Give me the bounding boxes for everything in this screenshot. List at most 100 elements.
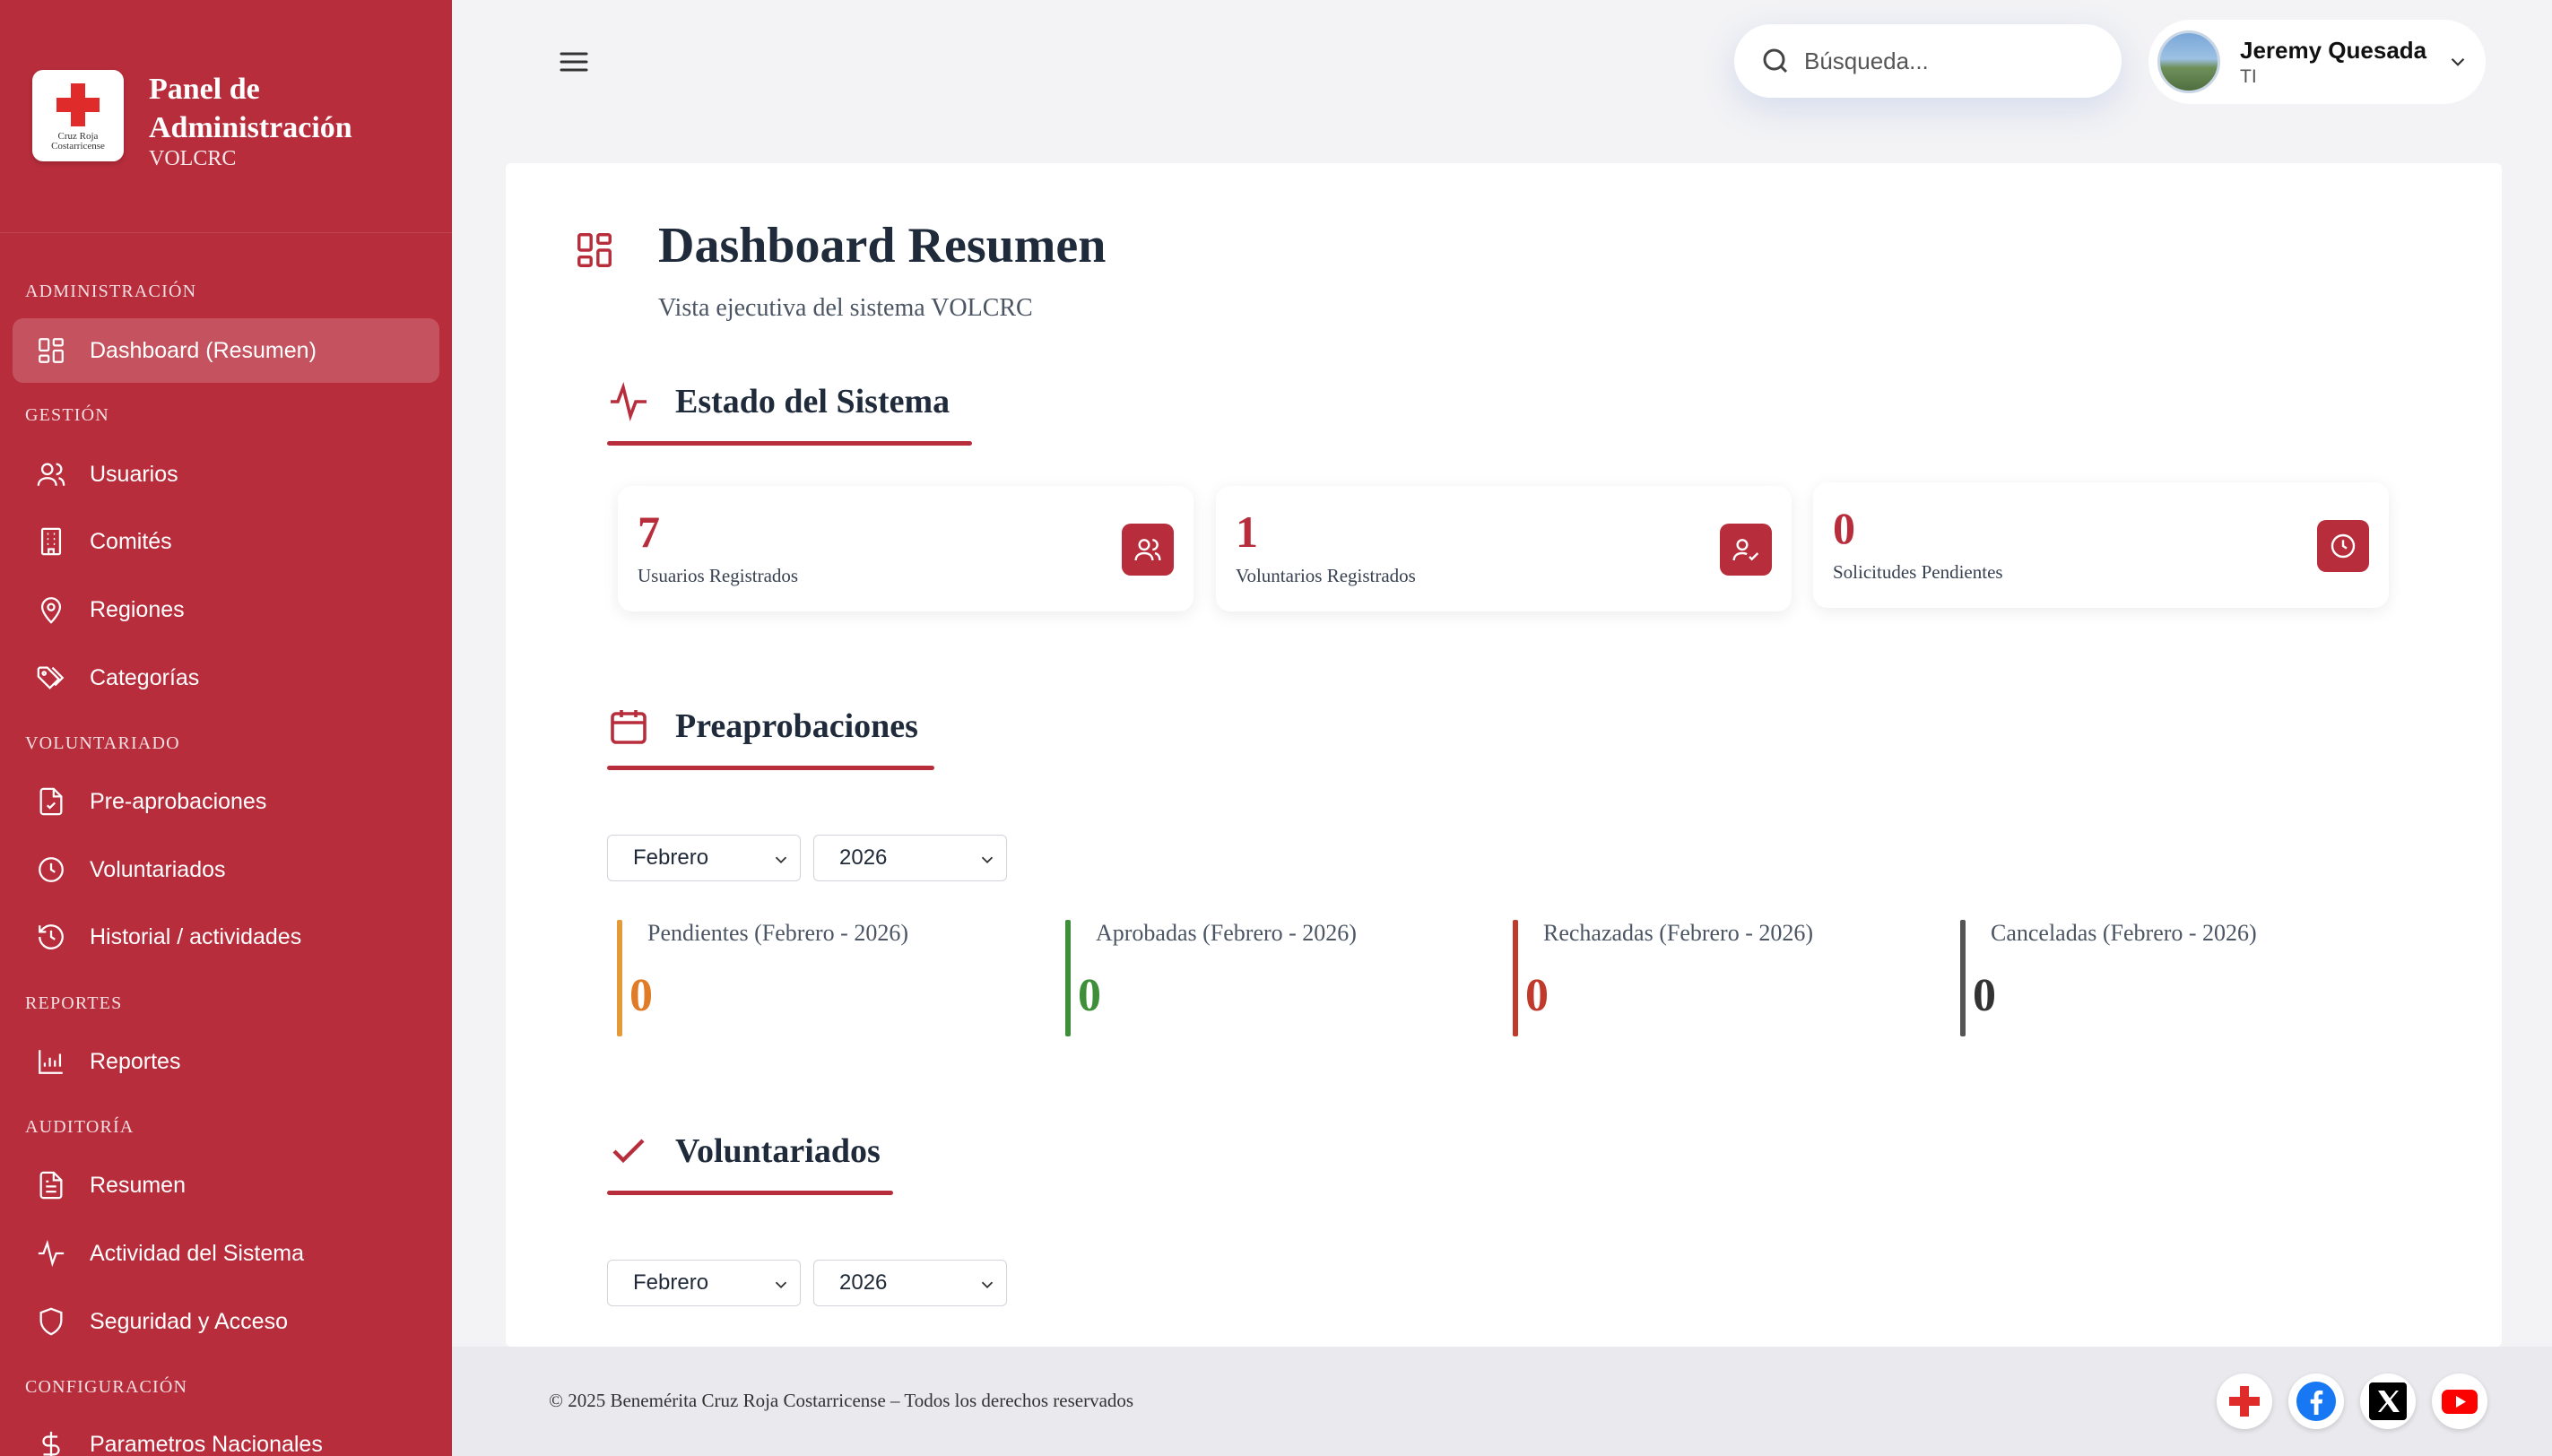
- page-title: Dashboard Resumen: [658, 218, 1107, 273]
- section-auditoria: Auditoría: [25, 1117, 135, 1137]
- avatar[interactable]: [2157, 30, 2220, 93]
- metric-value: 0: [1973, 970, 1996, 1021]
- calendar-icon: [611, 710, 647, 744]
- metric-label: Rechazadas (Febrero - 2026): [1543, 920, 1814, 946]
- stat-label: Usuarios Registrados: [638, 565, 799, 586]
- search-input[interactable]: [1804, 47, 2073, 75]
- brand-subtitle: VOLCRC: [149, 147, 237, 170]
- footer: © 2025 Benemérita Cruz Roja Costarricens…: [452, 1347, 2552, 1456]
- sidebar-item-label: Resumen: [90, 1172, 186, 1198]
- section-configuracion: Configuración: [25, 1377, 188, 1397]
- section-underline: [607, 766, 934, 770]
- map-pin-icon: [40, 597, 62, 624]
- metric-bar: [1960, 920, 1966, 1036]
- cruz-roja-link[interactable]: [2217, 1374, 2272, 1429]
- user-check-icon: [1732, 539, 1759, 561]
- metric-value: 0: [1525, 970, 1549, 1021]
- main-content: [506, 163, 2502, 1347]
- section-voluntariados-header: Voluntariados: [607, 1130, 881, 1173]
- cruz-roja-logo[interactable]: Cruz Roja Costarricense: [32, 70, 124, 161]
- brand-title-line2: Administración: [149, 111, 352, 144]
- chevron-down-icon: [981, 856, 994, 864]
- red-cross-icon: [56, 83, 100, 126]
- brand-title: Panel de Administración: [149, 70, 352, 147]
- sidebar-item-label: Dashboard (Resumen): [90, 337, 317, 363]
- sidebar-item-dashboard[interactable]: Dashboard (Resumen): [13, 318, 439, 383]
- section-administracion: Administración: [25, 282, 197, 301]
- youtube-icon: [2442, 1390, 2478, 1414]
- sidebar-item-actividad[interactable]: Actividad del Sistema: [13, 1221, 439, 1286]
- youtube-link[interactable]: [2432, 1374, 2487, 1429]
- footer-copyright: © 2025 Benemérita Cruz Roja Costarricens…: [549, 1390, 1134, 1411]
- section-estado-header: Estado del Sistema: [607, 380, 950, 423]
- section-title: Estado del Sistema: [675, 383, 950, 420]
- year-select[interactable]: 2026: [813, 835, 1007, 881]
- chevron-down-icon[interactable]: [2446, 50, 2470, 74]
- check-icon: [612, 1139, 645, 1164]
- chevron-down-icon: [981, 1281, 994, 1289]
- sidebar-item-label: Comités: [90, 528, 172, 554]
- stat-icon-box: [2317, 520, 2369, 572]
- month-select[interactable]: Febrero: [607, 1260, 801, 1306]
- stat-icon-box: [1122, 524, 1174, 576]
- metric-bar: [1513, 920, 1518, 1036]
- section-reportes: Reportes: [25, 993, 123, 1013]
- sidebar-item-resumen[interactable]: Resumen: [13, 1153, 439, 1218]
- sidebar-item-usuarios[interactable]: Usuarios: [13, 442, 439, 507]
- search-box[interactable]: [1734, 24, 2122, 98]
- metric-bar: [617, 920, 622, 1036]
- hamburger-menu-icon[interactable]: [556, 47, 592, 77]
- select-value: Febrero: [633, 845, 709, 870]
- grid-icon: [39, 338, 64, 363]
- sidebar-item-reportes[interactable]: Reportes: [13, 1029, 439, 1094]
- tags-icon: [37, 666, 65, 689]
- sidebar-item-parametros[interactable]: Parametros Nacionales: [13, 1412, 439, 1456]
- section-underline: [607, 441, 972, 446]
- metric-value: 0: [629, 970, 653, 1021]
- sidebar-item-label: Parametros Nacionales: [90, 1431, 323, 1456]
- section-title: Preaprobaciones: [675, 707, 918, 745]
- month-select[interactable]: Febrero: [607, 835, 801, 881]
- chevron-down-icon: [775, 1281, 787, 1289]
- sidebar-item-categorias[interactable]: Categorías: [13, 646, 439, 710]
- shield-icon: [39, 1307, 63, 1336]
- sidebar-item-label: Actividad del Sistema: [90, 1240, 305, 1266]
- stat-card-usuarios: 7 Usuarios Registrados: [618, 486, 1194, 611]
- sidebar-item-seguridad[interactable]: Seguridad y Acceso: [13, 1289, 439, 1354]
- sidebar-item-regiones[interactable]: Regiones: [13, 577, 439, 642]
- x-icon: [2369, 1382, 2407, 1420]
- sidebar-item-label: Voluntariados: [90, 856, 226, 882]
- x-twitter-link[interactable]: [2360, 1374, 2416, 1429]
- history-icon: [39, 924, 64, 949]
- logo-text: Cruz Roja Costarricense: [51, 132, 105, 152]
- user-name: Jeremy Quesada: [2240, 36, 2427, 64]
- sidebar-item-comites[interactable]: Comités: [13, 509, 439, 574]
- facebook-link[interactable]: [2288, 1374, 2344, 1429]
- user-role: TI: [2240, 65, 2257, 87]
- sidebar: Cruz Roja Costarricense Panel de Adminis…: [0, 0, 452, 1456]
- metric-label: Canceladas (Febrero - 2026): [1991, 920, 2257, 946]
- sidebar-item-label: Regiones: [90, 596, 185, 622]
- sidebar-item-voluntariados[interactable]: Voluntariados: [13, 837, 439, 902]
- users-icon: [37, 463, 65, 486]
- clock-icon: [39, 857, 64, 882]
- metric-canceladas: Canceladas (Febrero - 2026) 0: [1960, 920, 2391, 1036]
- sidebar-item-pre-aprobaciones[interactable]: Pre-aprobaciones: [13, 769, 439, 834]
- sidebar-item-historial[interactable]: Historial / actividades: [13, 905, 439, 969]
- stat-card-voluntarios: 1 Voluntarios Registrados: [1216, 486, 1792, 611]
- dollar-icon: [42, 1431, 60, 1456]
- file-check-icon: [39, 787, 63, 816]
- select-value: Febrero: [633, 1270, 709, 1295]
- logo-text-line2: Costarricense: [51, 141, 105, 152]
- user-menu[interactable]: Jeremy Quesada TI: [2148, 20, 2486, 104]
- section-preaprobaciones-header: Preaprobaciones: [607, 705, 918, 748]
- stat-value: 1: [1236, 507, 1258, 557]
- stat-label: Voluntarios Registrados: [1236, 565, 1416, 586]
- file-text-icon: [39, 1171, 63, 1200]
- stat-card-solicitudes: 0 Solicitudes Pendientes: [1813, 482, 2389, 608]
- sidebar-item-label: Pre-aprobaciones: [90, 788, 267, 814]
- sidebar-item-label: Usuarios: [90, 461, 178, 487]
- section-voluntariado: Voluntariado: [25, 733, 180, 753]
- metric-value: 0: [1078, 970, 1101, 1021]
- year-select[interactable]: 2026: [813, 1260, 1007, 1306]
